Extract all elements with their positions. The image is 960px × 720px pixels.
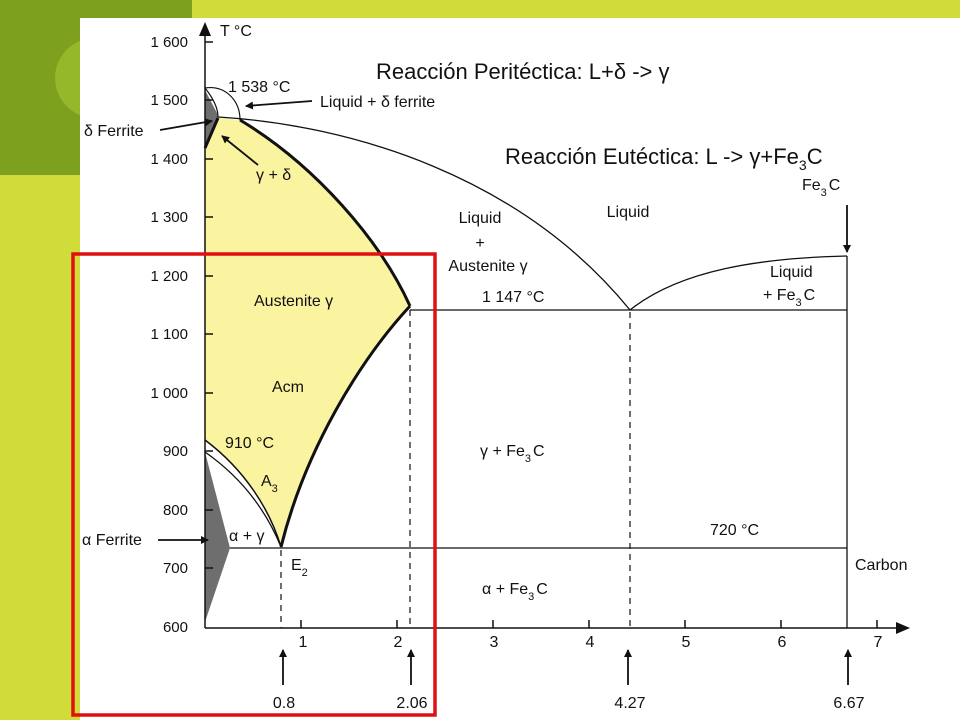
x-axis-label: Carbon [855, 557, 907, 574]
liquid-delta-arrow [245, 100, 313, 110]
y-tick-label: 700 [163, 560, 188, 577]
delta-ferrite-arrow [159, 118, 213, 131]
label-alpha-fe3c: α + Fe3 C [482, 581, 548, 603]
label-910: 910 °C [225, 435, 274, 452]
label-liquid-austenite-2: + [475, 235, 484, 252]
y-tick-label: 1 500 [150, 92, 188, 109]
x-tick-labels: 1 2 3 4 5 6 7 [299, 634, 883, 651]
label-liquid: Liquid [607, 204, 650, 221]
label-liquid-austenite-1: Liquid [459, 210, 502, 227]
marker-0p8: 0.8 [273, 695, 295, 712]
label-liquid-fe3c-2: + Fe3 C [763, 287, 815, 309]
y-tick-labels: 1 600 1 500 1 400 1 300 1 200 1 100 1 00… [150, 34, 188, 636]
peritectic-reaction-title: Reacción Peritéctica: L+δ -> γ [376, 59, 670, 84]
composition-arrows [279, 649, 852, 685]
y-tick-label: 800 [163, 502, 188, 519]
y-tick-label: 900 [163, 443, 188, 460]
dashed-guides [280, 310, 631, 628]
peritectic-inner [204, 87, 219, 118]
phase-boundaries [203, 87, 848, 628]
x-tick-label: 2 [394, 634, 403, 651]
acm-line [279, 304, 412, 548]
label-fe3c-top: Fe3 C [802, 177, 840, 199]
label-gamma-fe3c: γ + Fe3 C [480, 443, 545, 465]
y-tick-label: 1 000 [150, 385, 188, 402]
label-austenite: Austenite γ [254, 293, 333, 310]
x-tick-label: 6 [778, 634, 787, 651]
y-tick-label: 1 100 [150, 326, 188, 343]
eutectic-reaction-title: Reacción Eutéctica: L -> γ+Fe3C [505, 144, 823, 173]
y-tick-label: 1 400 [150, 151, 188, 168]
gamma-delta-arrow [221, 135, 259, 166]
x-tick-label: 4 [586, 634, 595, 651]
x-tick-label: 1 [299, 634, 308, 651]
marker-2p06: 2.06 [396, 695, 427, 712]
label-liquid-austenite-3: Austenite γ [448, 258, 527, 275]
alpha-ferrite-region [205, 452, 230, 622]
label-gamma-delta: γ + δ [256, 167, 291, 184]
label-a3: A3 [261, 473, 278, 495]
x-ticks [300, 620, 878, 628]
label-delta-ferrite: δ Ferrite [84, 123, 144, 140]
a3-inner [204, 451, 282, 548]
y-ticks [205, 41, 213, 569]
diagram-labels: 1 538 °C Liquid + δ ferrite δ Ferrite γ … [82, 79, 840, 603]
label-1538: 1 538 °C [228, 79, 290, 96]
x-tick-label: 5 [682, 634, 691, 651]
delta-boundary [203, 117, 220, 149]
composition-markers: 0.8 2.06 4.27 6.67 [273, 695, 865, 712]
label-liquid-delta-ferrite: Liquid + δ ferrite [320, 94, 435, 111]
label-e2: E2 [291, 557, 308, 579]
label-liquid-fe3c-1: Liquid [770, 264, 813, 281]
x-tick-label: 3 [490, 634, 499, 651]
peritectic-cap [204, 87, 241, 121]
marker-6p67: 6.67 [833, 695, 864, 712]
y-tick-label: 1 300 [150, 209, 188, 226]
y-tick-label: 1 200 [150, 268, 188, 285]
label-alpha-ferrite: α Ferrite [82, 532, 142, 549]
y-tick-label: 600 [163, 619, 188, 636]
label-1147: 1 147 °C [482, 289, 544, 306]
highlight-box [71, 252, 437, 717]
annotation-arrows [158, 100, 851, 544]
slide-top-band [192, 0, 960, 16]
x-axis-arrow [896, 622, 910, 634]
a3-outer [204, 439, 282, 548]
liquidus-left [217, 116, 631, 311]
y-axis-unit: T °C [220, 23, 252, 40]
y-tick-label: 1 600 [150, 34, 188, 51]
x-tick-label: 7 [874, 634, 883, 651]
label-alpha-gamma: α + γ [229, 528, 264, 545]
label-acm: Acm [272, 379, 304, 396]
marker-4p27: 4.27 [614, 695, 645, 712]
y-axis-arrow [199, 22, 211, 36]
liquidus-right [629, 255, 848, 311]
solidus [239, 118, 412, 307]
label-720: 720 °C [710, 522, 759, 539]
